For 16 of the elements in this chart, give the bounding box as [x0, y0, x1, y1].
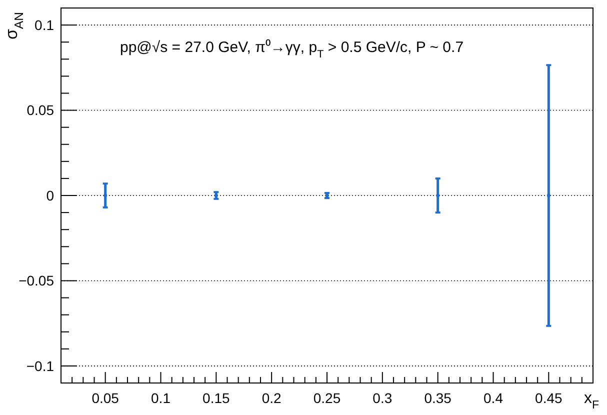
x-tick-label: 0.25 [313, 390, 341, 406]
y-tick-label: −0.05 [18, 272, 54, 289]
x-tick-label: 0.35 [424, 390, 452, 406]
y-tick-label: 0.05 [26, 102, 54, 118]
x-tick-label: 0.2 [262, 390, 282, 406]
y-tick-label: 0.1 [34, 16, 54, 33]
annotation: pp@√s = 27.0 GeV, π⁰→γγ, p$_{T}$ > 0.5 GeV/c, P ~ 0.7 [120, 39, 464, 60]
y-tick-label: 0 [46, 187, 54, 204]
x-tick-label: 0.05 [92, 390, 120, 406]
x-tick-label: 0.4 [484, 390, 504, 406]
x-tick-label: 0.3 [372, 390, 392, 406]
x-tick-label: 0.15 [202, 390, 230, 406]
x-axis-title: x$_{F}$ [584, 390, 599, 412]
x-tick-label: 0.1 [151, 390, 171, 406]
y-tick-label: −0.1 [26, 358, 54, 374]
x-tick-label: 0.45 [535, 390, 563, 406]
